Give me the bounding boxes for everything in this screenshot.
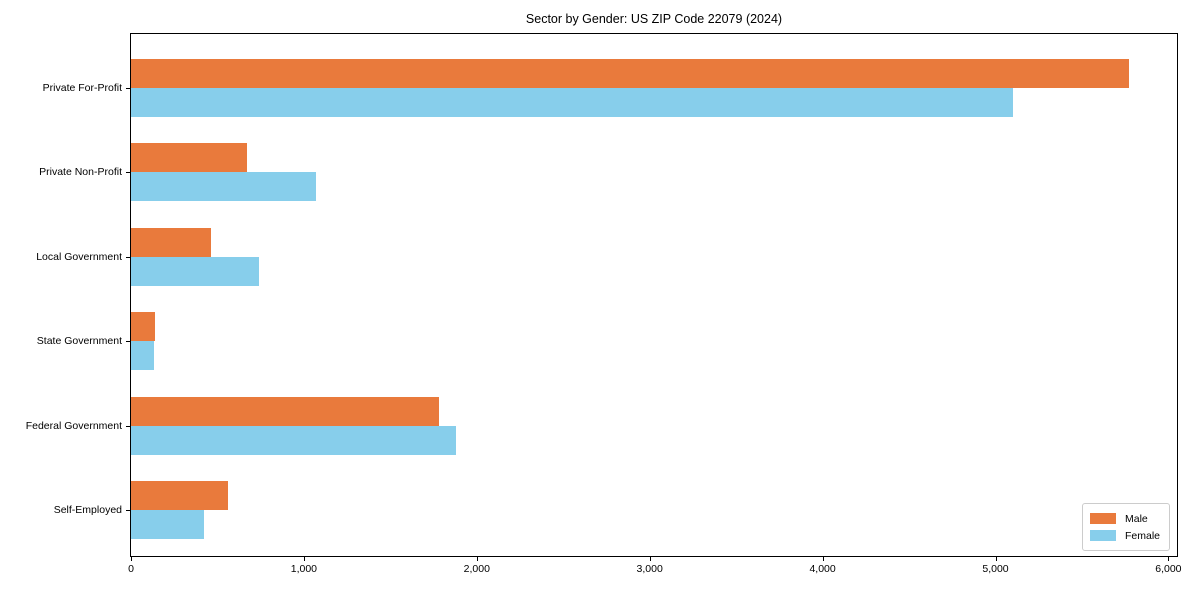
chart-title: Sector by Gender: US ZIP Code 22079 (202… (525, 12, 783, 26)
x-tick-label: 6,000 (1155, 563, 1182, 575)
y-tick-mark (126, 425, 130, 427)
y-tick-mark (126, 341, 130, 343)
x-tick-label: 3,000 (636, 563, 663, 575)
x-tick-label: 5,000 (982, 563, 1009, 575)
bar-state-government-female (131, 341, 154, 371)
y-tick-label-local-government: Local Government (36, 250, 122, 263)
y-tick-mark (126, 256, 130, 258)
x-tick-mark (1168, 557, 1170, 561)
y-tick-mark (126, 88, 130, 89)
bar-local-government-male (131, 227, 211, 257)
y-tick-label-private-for-profit: Private For-Profit (42, 82, 122, 94)
x-tick-label: 4,000 (809, 563, 836, 575)
y-tick-mark (126, 172, 130, 174)
y-tick-label-self-employed: Self-Employed (53, 504, 122, 516)
bar-self-employed-male (131, 481, 228, 510)
y-tick-label-state-government: State Government (36, 335, 122, 348)
bar-private-non-profit-female (131, 172, 316, 202)
x-tick-mark (303, 557, 305, 561)
x-tick-mark (995, 557, 997, 561)
x-tick-label: 1,000 (290, 563, 318, 575)
x-tick-mark (822, 557, 824, 561)
bar-self-employed-female (131, 510, 204, 539)
bar-state-government-male (131, 312, 156, 342)
legend-label-female: Female (1124, 529, 1160, 542)
legend-entry-female: Female (1089, 527, 1160, 544)
bar-federal-government-male (131, 396, 439, 426)
legend-entry-male: Male (1089, 510, 1160, 527)
bar-private-for-profit-female (131, 88, 1013, 117)
plot-area: Male Female (130, 33, 1178, 557)
y-tick-label-federal-government: Federal Government (25, 419, 122, 432)
bar-private-non-profit-male (131, 143, 247, 173)
legend-label-male: Male (1124, 512, 1148, 525)
y-tick-mark (126, 510, 130, 511)
bar-federal-government-female (131, 425, 456, 455)
x-tick-label: 2,000 (463, 563, 490, 575)
legend-swatch-female (1089, 530, 1116, 541)
x-tick-mark (649, 557, 651, 561)
bar-local-government-female (131, 256, 259, 286)
legend-swatch-male (1089, 513, 1116, 524)
bar-private-for-profit-male (131, 59, 1129, 88)
legend: Male Female (1081, 503, 1170, 551)
y-tick-label-private-non-profit: Private Non-Profit (39, 166, 122, 179)
x-tick-mark (476, 557, 478, 561)
x-tick-label: 0 (128, 563, 134, 575)
x-tick-mark (131, 557, 132, 561)
